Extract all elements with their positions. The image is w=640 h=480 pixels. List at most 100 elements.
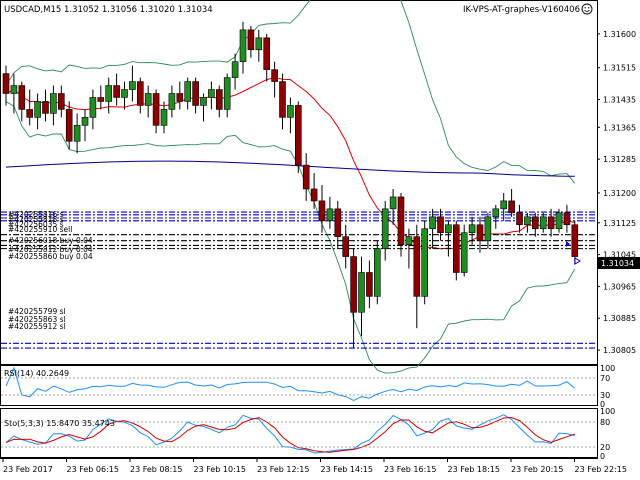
candle[interactable] [247, 25, 255, 58]
candle[interactable] [531, 212, 539, 237]
candle[interactable] [555, 208, 563, 233]
candle[interactable] [152, 89, 160, 134]
bollinger-upper [5, 0, 576, 184]
candle[interactable] [271, 61, 278, 98]
candle[interactable] [318, 184, 326, 233]
candle[interactable] [279, 73, 286, 130]
candle[interactable] [18, 81, 26, 122]
time-tick-label: 23 Feb 2017 [3, 465, 53, 474]
candle[interactable] [460, 224, 468, 277]
candle[interactable] [73, 113, 81, 154]
candle[interactable] [121, 81, 128, 110]
candle[interactable] [137, 77, 144, 114]
candle[interactable] [89, 89, 97, 130]
candle[interactable] [223, 73, 231, 118]
candle[interactable] [42, 89, 49, 122]
candle[interactable] [508, 188, 515, 217]
candle[interactable] [208, 81, 215, 110]
candle[interactable] [539, 212, 547, 233]
candle[interactable] [452, 220, 460, 281]
candle[interactable] [105, 77, 112, 114]
candle-body [97, 97, 105, 102]
candle[interactable] [350, 248, 357, 349]
candle[interactable] [342, 224, 350, 269]
stoch-tick: 80 [600, 418, 610, 427]
price-tick-label: 1.31365 [603, 123, 636, 132]
candle[interactable] [168, 85, 176, 118]
candle[interactable] [263, 33, 271, 82]
candle[interactable] [287, 97, 294, 134]
stochastic-header: Sto(5,3,3) 15.8470 35.4743 [4, 419, 115, 428]
price-axis: 1.31600 1.31515 1.31435 1.31365 1.31285 1.312… [597, 30, 636, 355]
candle[interactable] [184, 77, 191, 110]
candle[interactable] [421, 220, 429, 305]
candle-body [247, 29, 255, 51]
candle[interactable] [302, 153, 310, 201]
candle[interactable] [373, 240, 381, 305]
candle-body [255, 37, 263, 51]
candle[interactable] [144, 85, 152, 118]
candle-body [152, 93, 160, 126]
candle[interactable] [397, 192, 405, 257]
candle[interactable] [200, 93, 207, 122]
candle[interactable] [484, 212, 492, 249]
candle[interactable] [294, 101, 302, 174]
candle[interactable] [129, 65, 136, 102]
candle[interactable] [255, 29, 263, 62]
candle[interactable] [81, 109, 89, 142]
candle[interactable] [500, 192, 508, 221]
candle[interactable] [389, 188, 397, 225]
candle[interactable] [429, 208, 436, 249]
candlesticks[interactable] [2, 21, 579, 349]
candle-body [200, 97, 207, 106]
stochastic-pane-frame [0, 408, 598, 458]
candle[interactable] [176, 81, 184, 110]
candle[interactable] [216, 85, 223, 118]
candle[interactable] [65, 101, 73, 150]
candle[interactable] [334, 200, 342, 249]
candle[interactable] [326, 196, 334, 229]
candle-body [397, 196, 405, 245]
candle-body [216, 89, 223, 110]
candle[interactable] [468, 216, 476, 245]
candle-body [57, 93, 65, 110]
candle[interactable] [563, 204, 571, 233]
price-tick-label: 1.31200 [603, 189, 636, 198]
rsi-tick: 100 [600, 364, 615, 373]
candle[interactable] [571, 220, 579, 265]
candle[interactable] [413, 224, 421, 329]
candle[interactable] [231, 53, 239, 90]
candle[interactable] [50, 85, 57, 126]
candle[interactable] [381, 200, 389, 261]
candle[interactable] [2, 65, 10, 106]
candle[interactable] [160, 101, 168, 134]
candle[interactable] [476, 216, 484, 253]
candle[interactable] [437, 208, 444, 241]
candle[interactable] [516, 204, 523, 233]
candle[interactable] [239, 21, 247, 74]
candle[interactable] [97, 85, 105, 110]
candle-body [445, 224, 452, 234]
candle[interactable] [492, 204, 500, 229]
order-label: #420255816 s [8, 210, 64, 219]
candle-body [381, 208, 389, 249]
candle[interactable] [405, 228, 413, 269]
candle[interactable] [547, 208, 555, 237]
order-label: #420255818 s [8, 215, 64, 224]
candle[interactable] [524, 212, 531, 233]
candle[interactable] [113, 73, 120, 106]
candle-body [302, 164, 310, 190]
order-label: #420255860 buy 0.04 [8, 252, 93, 261]
candle[interactable] [445, 220, 452, 257]
candle[interactable] [10, 73, 18, 114]
candle[interactable] [57, 85, 65, 118]
candle[interactable] [366, 260, 373, 309]
candle[interactable] [34, 93, 41, 130]
smiley-icon[interactable] [581, 3, 593, 15]
candle[interactable] [358, 256, 365, 337]
candle[interactable] [192, 77, 199, 114]
candle[interactable] [26, 89, 34, 126]
candle[interactable] [310, 173, 318, 209]
candle-body [516, 212, 523, 226]
